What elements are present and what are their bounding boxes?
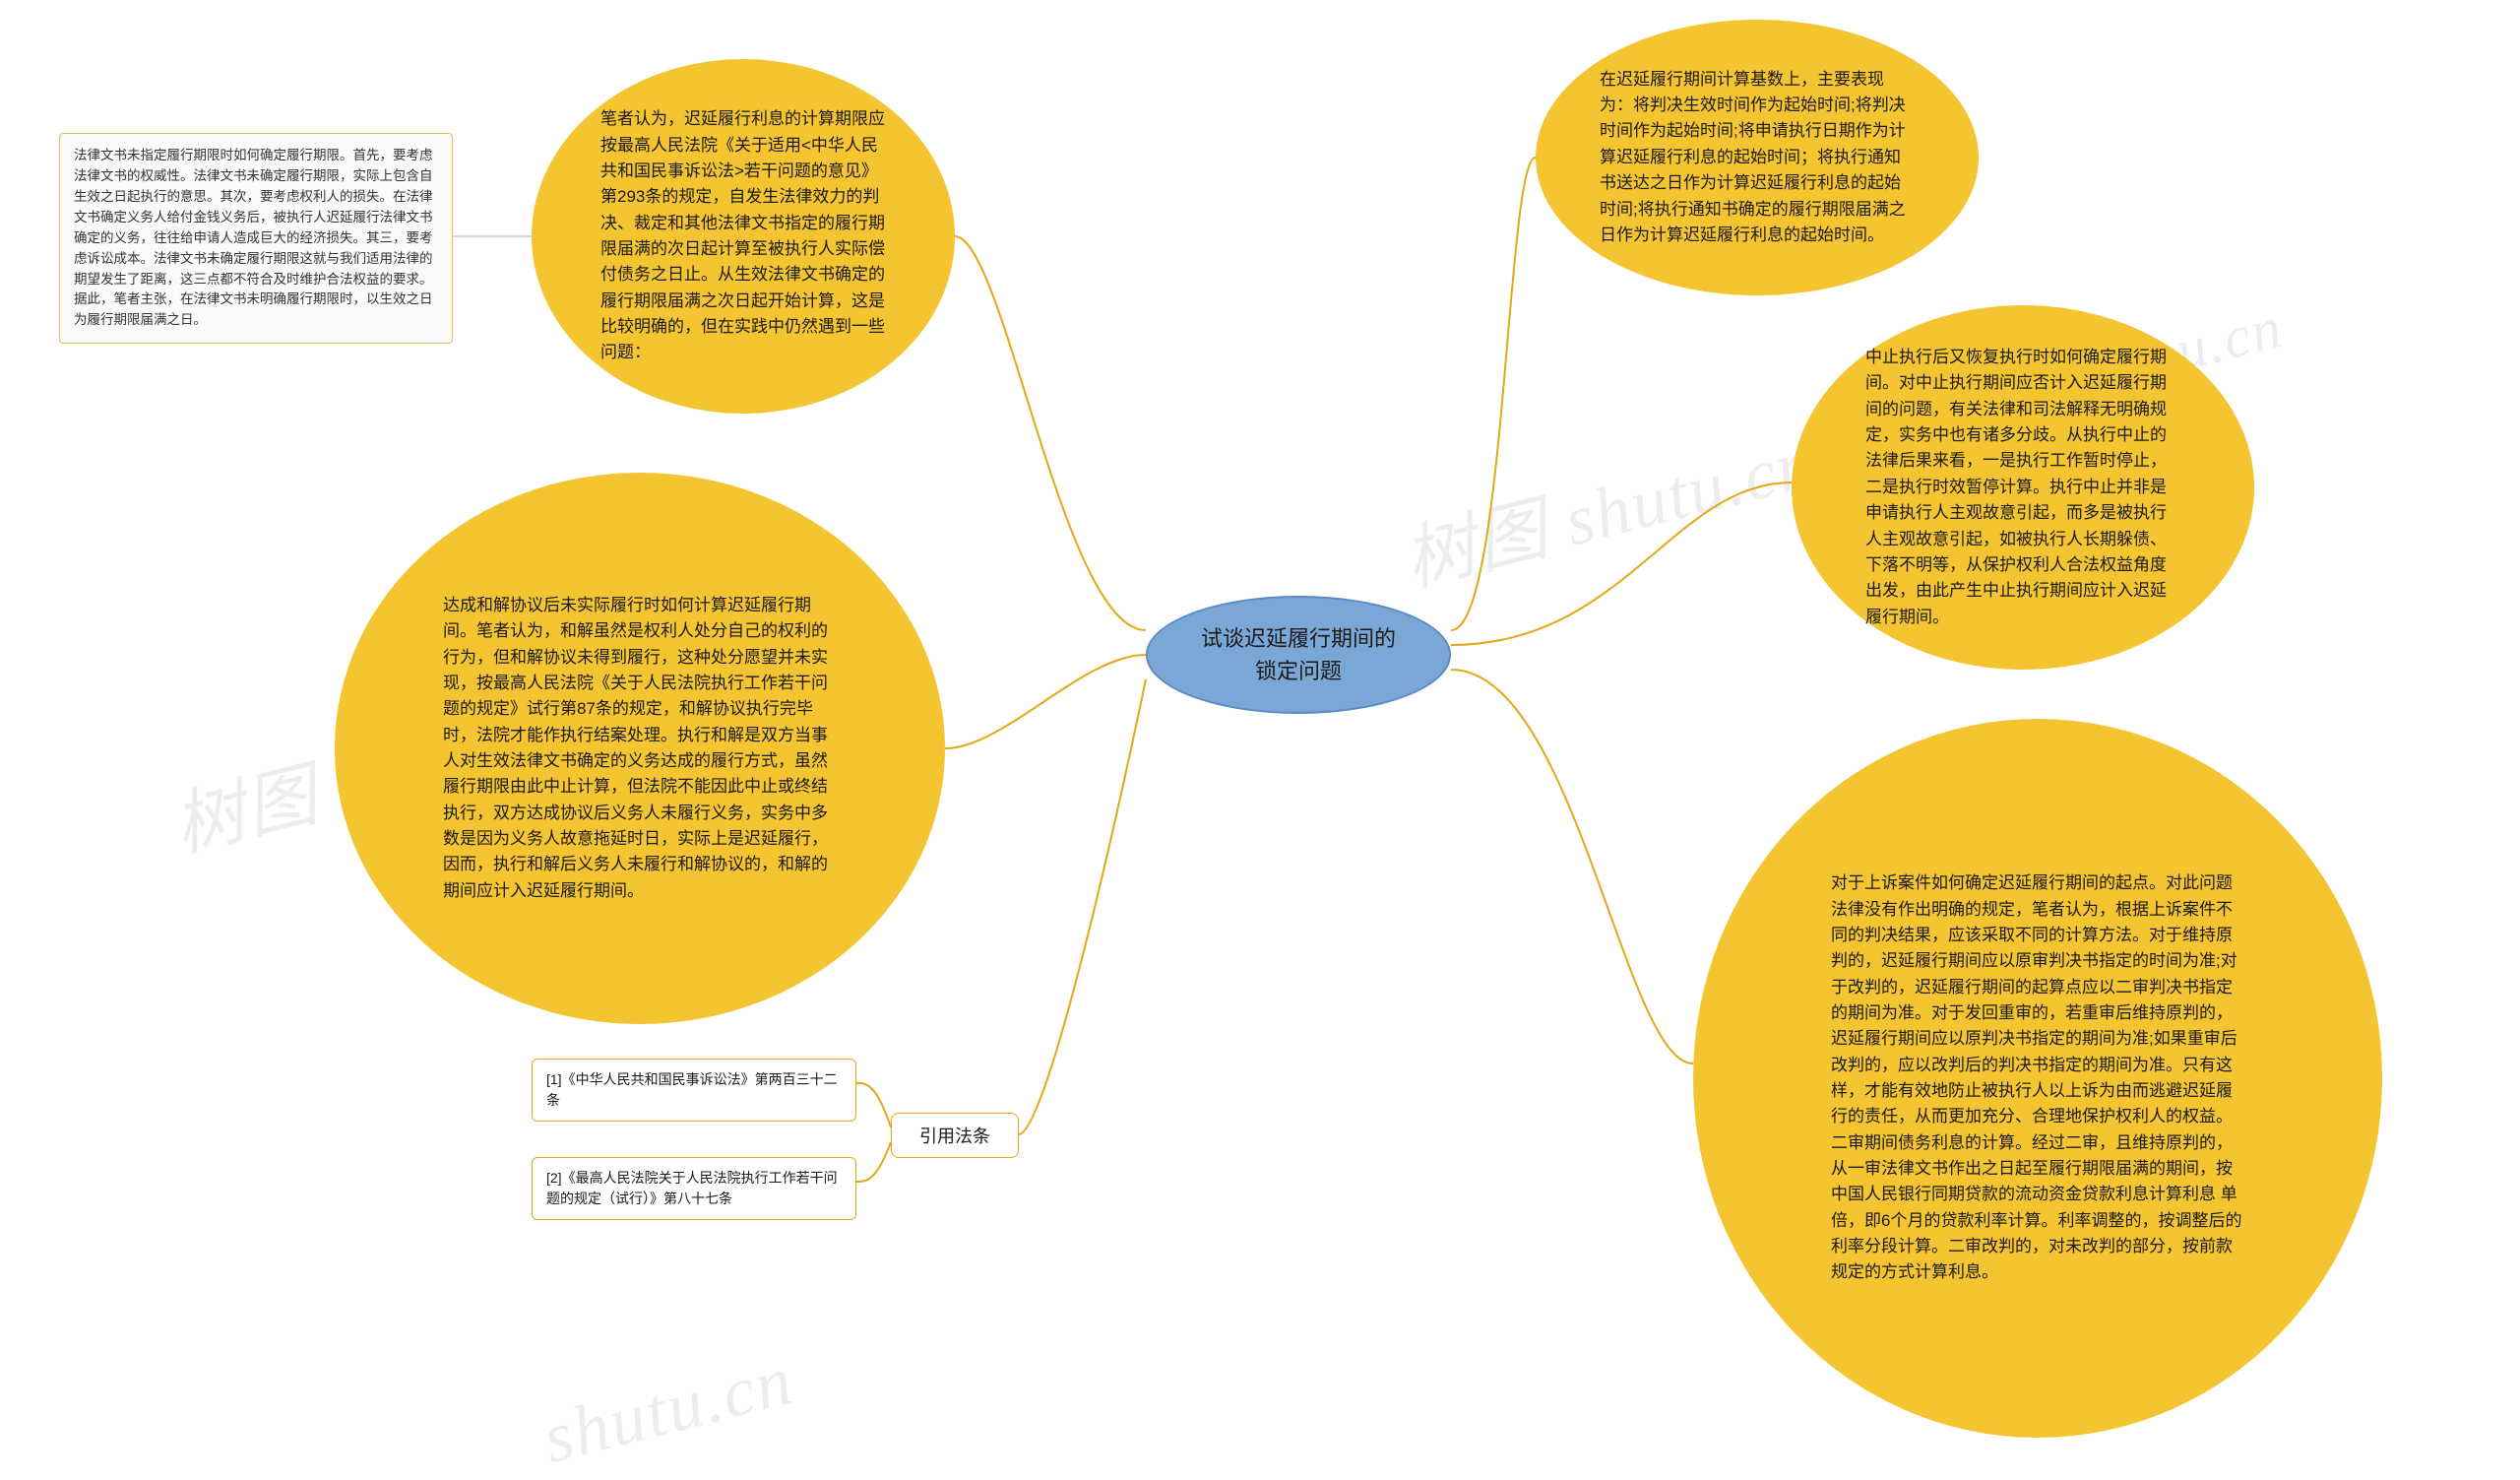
mindmap-canvas: 树图 shutu.cn shutu.cn 树图 shutu.cn 树图 shut… — [0, 0, 2520, 1480]
left-branch-intro[interactable]: 笔者认为，迟延履行利息的计算期限应按最高人民法院《关于适用<中华人民共和国民事诉… — [532, 59, 955, 414]
reference-label[interactable]: 引用法条 — [891, 1113, 1019, 1158]
right-branch-appeal-text: 对于上诉案件如何确定迟延履行期间的起点。对此问题法律没有作出明确的规定，笔者认为… — [1831, 870, 2244, 1286]
reference-item-2[interactable]: [2]《最高人民法院关于人民法院执行工作若干问题的规定（试行）》第八十七条 — [532, 1157, 856, 1220]
right-branch-suspension-text: 中止执行后又恢复执行时如何确定履行期间。对中止执行期间应否计入迟延履行期间的问题… — [1865, 345, 2180, 630]
watermark: 树图 shutu.cn — [1392, 404, 1824, 606]
side-note[interactable]: 法律文书未指定履行期限时如何确定履行期限。首先，要考虑法律文书的权威性。法律文书… — [59, 133, 453, 344]
right-branch-calc-basis-text: 在迟延履行期间计算基数上，主要表现为：将判决生效时间作为起始时间;将判决时间作为… — [1600, 67, 1915, 248]
center-topic-text: 试谈迟延履行期间的锁定问题 — [1197, 622, 1400, 687]
right-branch-suspension[interactable]: 中止执行后又恢复执行时如何确定履行期间。对中止执行期间应否计入迟延履行期间的问题… — [1792, 305, 2254, 670]
side-note-text: 法律文书未指定履行期限时如何确定履行期限。首先，要考虑法律文书的权威性。法律文书… — [74, 148, 433, 327]
left-branch-intro-text: 笔者认为，迟延履行利息的计算期限应按最高人民法院《关于适用<中华人民共和国民事诉… — [600, 106, 886, 365]
reference-item-1[interactable]: [1]《中华人民共和国民事诉讼法》第两百三十二条 — [532, 1059, 856, 1122]
center-topic[interactable]: 试谈迟延履行期间的锁定问题 — [1146, 596, 1451, 714]
right-branch-appeal[interactable]: 对于上诉案件如何确定迟延履行期间的起点。对此问题法律没有作出明确的规定，笔者认为… — [1693, 719, 2382, 1438]
watermark: shutu.cn — [536, 1339, 801, 1480]
reference-item-2-text: [2]《最高人民法院关于人民法院执行工作若干问题的规定（试行）》第八十七条 — [546, 1170, 838, 1206]
reference-item-1-text: [1]《中华人民共和国民事诉讼法》第两百三十二条 — [546, 1071, 838, 1108]
reference-label-text: 引用法条 — [919, 1123, 990, 1148]
right-branch-calc-basis[interactable]: 在迟延履行期间计算基数上，主要表现为：将判决生效时间作为起始时间;将判决时间作为… — [1536, 20, 1979, 295]
left-branch-settlement[interactable]: 达成和解协议后未实际履行时如何计算迟延履行期间。笔者认为，和解虽然是权利人处分自… — [335, 473, 945, 1024]
left-branch-settlement-text: 达成和解协议后未实际履行时如何计算迟延履行期间。笔者认为，和解虽然是权利人处分自… — [443, 593, 837, 904]
